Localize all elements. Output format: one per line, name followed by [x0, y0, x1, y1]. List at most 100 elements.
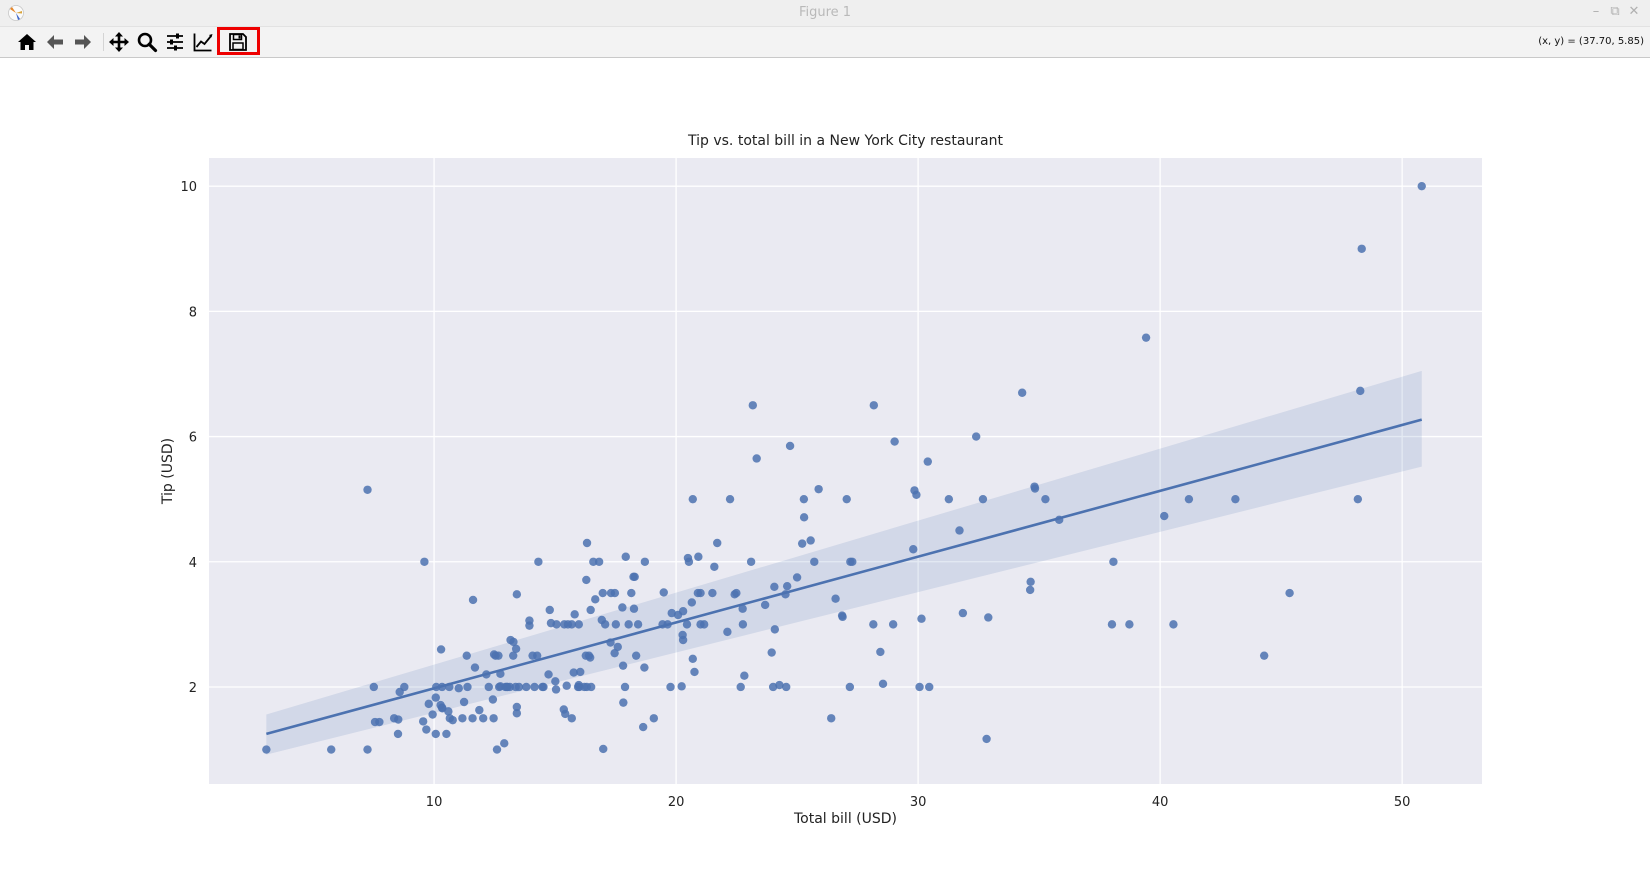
configure-subplots-button[interactable] — [162, 29, 188, 55]
save-button[interactable] — [225, 29, 251, 55]
scatter-point — [982, 734, 991, 744]
scatter-point — [699, 620, 709, 629]
scatter-point — [492, 745, 502, 754]
scatter-point — [262, 745, 271, 754]
scatter-point — [459, 697, 469, 707]
scatter-point — [748, 401, 758, 410]
scatter-point — [561, 709, 570, 719]
minimize-icon[interactable]: – — [1592, 4, 1600, 19]
scatter-point — [363, 745, 372, 754]
scatter-point — [925, 682, 934, 692]
close-icon[interactable]: ✕ — [1628, 4, 1640, 19]
scatter-point — [585, 653, 595, 662]
scatter-point — [923, 457, 932, 466]
scatter-point — [1109, 557, 1118, 566]
scatter-point — [534, 557, 543, 566]
matplotlib-app-icon — [8, 5, 24, 21]
scatter-point — [915, 682, 924, 692]
scatter-point — [458, 714, 467, 723]
scatter-point — [624, 620, 633, 629]
scatter-point — [621, 552, 630, 561]
scatter-point — [944, 494, 954, 504]
scatter-point — [532, 651, 542, 660]
scatter-point — [567, 620, 576, 629]
restore-icon[interactable]: ⧉ — [1610, 4, 1620, 19]
scatter-point — [767, 648, 776, 657]
x-tick-label: 40 — [1152, 795, 1169, 810]
subplots-sliders-icon — [167, 33, 183, 51]
cursor-coordinate-readout: (x, y) = (37.70, 5.85) — [1538, 36, 1644, 47]
scatter-point — [682, 620, 692, 629]
home-button[interactable] — [14, 29, 40, 55]
scatter-point — [475, 705, 484, 715]
scatter-point — [1353, 494, 1363, 504]
scatter-point — [633, 620, 643, 629]
scatter-point — [484, 682, 493, 692]
x-tick-label: 50 — [1394, 795, 1411, 810]
x-axis-label: Total bill (USD) — [793, 811, 897, 827]
scatter-point — [375, 717, 384, 727]
scatter-point — [736, 682, 745, 692]
zoom-button[interactable] — [134, 29, 160, 55]
scatter-point — [770, 625, 780, 634]
scatter-point — [888, 620, 898, 629]
scatter-point — [978, 494, 988, 504]
scatter-point — [738, 604, 747, 613]
scatter-point — [500, 739, 509, 748]
scatter-point — [842, 494, 851, 504]
scatter-point — [594, 557, 604, 566]
scatter-point — [848, 557, 857, 566]
scatter-point — [649, 714, 659, 723]
scatter-point — [746, 557, 756, 566]
scatter-point — [806, 536, 815, 545]
scatter-point — [431, 693, 440, 702]
x-tick-label: 20 — [668, 795, 685, 810]
scatter-point — [551, 685, 561, 694]
scatter-point — [1169, 620, 1178, 629]
scatter-point — [618, 661, 628, 670]
scatter-point — [630, 572, 639, 581]
confidence-band — [266, 370, 1422, 755]
scatter-point — [678, 607, 688, 616]
scatter-point — [420, 557, 429, 566]
scatter-point — [567, 714, 576, 723]
scatter-point — [845, 682, 855, 692]
y-tick-labels: 2 4 6 8 10 — [180, 180, 197, 696]
scatter-point — [598, 588, 607, 598]
back-button[interactable] — [42, 29, 68, 55]
scatter-point — [827, 714, 836, 723]
scatter-point — [1026, 577, 1035, 587]
scatter-point — [752, 454, 761, 463]
scatter-point — [984, 613, 993, 622]
pan-button[interactable] — [106, 29, 132, 55]
plot-area — [209, 158, 1482, 784]
edit-axes-button[interactable] — [190, 29, 216, 55]
scatter-point — [582, 575, 591, 585]
scatter-point — [640, 557, 650, 566]
forward-button[interactable] — [70, 29, 96, 55]
scatter-point — [1030, 484, 1040, 493]
scatter-point — [917, 614, 926, 623]
scatter-point — [468, 714, 477, 723]
scatter-point — [494, 651, 503, 660]
scatter-point — [666, 682, 675, 692]
back-arrow-icon — [47, 35, 63, 49]
scatter-point — [512, 590, 522, 599]
edit-axes-icon — [193, 33, 213, 52]
x-tick-labels: 10 20 30 40 50 — [426, 795, 1411, 810]
scatter-point — [1107, 620, 1117, 629]
scatter-point — [631, 651, 641, 660]
scatter-point — [909, 545, 918, 554]
y-tick-label: 8 — [189, 305, 197, 320]
scatter-point — [444, 707, 453, 716]
scatter-point — [611, 620, 621, 629]
scatter-point — [814, 484, 823, 494]
scatter-point — [620, 682, 630, 692]
scatter-point — [422, 725, 431, 734]
scatter-point — [792, 573, 802, 582]
scatter-point — [688, 494, 697, 504]
scatter-point — [539, 682, 548, 692]
scatter-point — [619, 698, 628, 707]
scatter-point — [782, 581, 792, 591]
y-tick-label: 10 — [180, 180, 197, 195]
